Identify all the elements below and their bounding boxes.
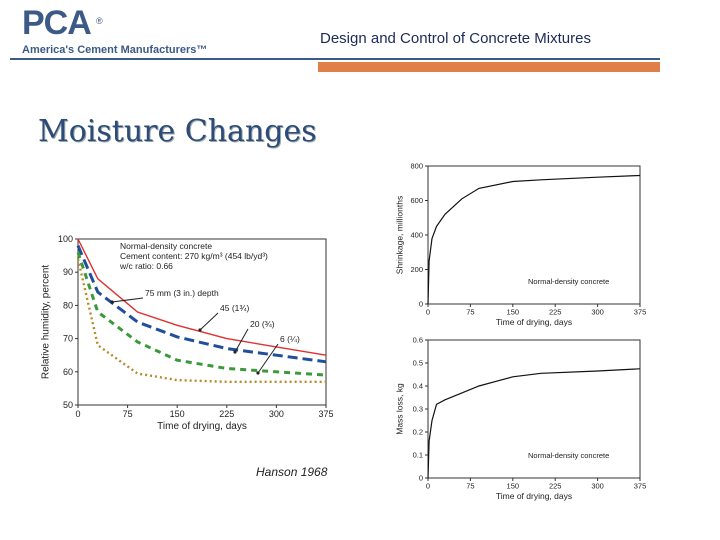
y-tick-label: 100 — [58, 234, 73, 244]
x-tick-label: 150 — [170, 409, 185, 419]
y-tick-label: 0.1 — [413, 451, 423, 460]
series-line — [427, 174, 641, 305]
header-title: Design and Control of Concrete Mixtures — [320, 30, 591, 47]
x-tick-label: 375 — [634, 482, 647, 491]
y-tick-label: 200 — [410, 265, 423, 274]
y-tick-label: 0.6 — [413, 336, 423, 345]
chart-annotation: Normal-density concrete — [528, 277, 609, 286]
x-tick-label: 300 — [591, 482, 604, 491]
chart-annotation: Normal-density concrete — [120, 241, 212, 251]
y-tick-label: 90 — [63, 267, 73, 277]
series-line — [76, 258, 326, 383]
y-tick-label: 0 — [419, 300, 423, 309]
series-leader-tip — [256, 371, 260, 375]
y-tick-label: 600 — [410, 196, 423, 205]
x-tick-label: 300 — [269, 409, 284, 419]
series-label: 45 (1¾) — [220, 303, 249, 313]
series-label: 20 (¾) — [250, 319, 275, 329]
chart-annotation: w/c ratio: 0.66 — [119, 261, 173, 271]
y-tick-label: 0.3 — [413, 405, 423, 414]
x-tick-label: 0 — [75, 409, 80, 419]
y-tick-label: 0 — [419, 474, 423, 483]
y-tick-label: 0.5 — [413, 359, 423, 368]
series-label: 6 (¼) — [280, 334, 300, 344]
y-axis-label: Mass loss, kg — [395, 383, 405, 435]
x-tick-label: 225 — [219, 409, 234, 419]
y-tick-label: 60 — [63, 367, 73, 377]
x-tick-label: 375 — [634, 308, 647, 317]
series-line — [76, 245, 327, 364]
x-axis-label: Time of drying, days — [496, 491, 572, 501]
source-caption: Hanson 1968 — [256, 465, 328, 479]
series-line — [76, 251, 327, 377]
y-tick-label: 400 — [410, 231, 423, 240]
y-tick-label: 80 — [63, 300, 73, 310]
logo-subtitle: America's Cement Manufacturers™ — [22, 44, 208, 56]
header-rule — [10, 58, 660, 60]
x-tick-label: 225 — [549, 308, 562, 317]
x-tick-label: 75 — [466, 482, 474, 491]
pca-logo: PCA ® America's Cement Manufacturers™ — [10, 4, 210, 64]
shrinkage-chart: 0 75 150 225 300 375 0 200 400 600 800 Time of dryi… — [395, 162, 647, 328]
y-tick-label: 70 — [63, 334, 73, 344]
y-tick-label: 50 — [63, 400, 73, 410]
x-tick-label: 0 — [426, 482, 430, 491]
x-tick-label: 75 — [466, 308, 474, 317]
x-tick-label: 0 — [426, 308, 430, 317]
series-label: 75 mm (3 in.) depth — [145, 288, 219, 298]
chart-annotation: Normal-density concrete — [528, 451, 609, 460]
chart-annotation: Cement content: 270 kg/m³ (454 lb/yd³) — [120, 251, 268, 261]
slide-title: Moisture Changes — [38, 114, 317, 149]
series-leader-line — [111, 297, 144, 303]
y-tick-label: 0.2 — [413, 428, 423, 437]
x-tick-label: 150 — [507, 308, 520, 317]
series-leader-tip — [198, 328, 202, 332]
x-tick-label: 75 — [123, 409, 133, 419]
plot-frame — [77, 238, 327, 406]
mass-loss-chart: 0 75 150 225 300 375 0 0.1 0.2 0.3 0.4 0.5 0.6 Time o… — [395, 336, 647, 502]
series-leader-line — [257, 343, 279, 374]
y-tick-label: 0.4 — [413, 382, 423, 391]
series-leader-line — [199, 312, 219, 331]
y-axis-label: Relative humidity, percent — [41, 265, 52, 380]
relative-humidity-chart: 0 75 150 225 300 375 50 60 70 80 90 100 Time of dryi… — [41, 234, 334, 432]
series-leader-tip — [110, 300, 114, 304]
x-axis-label: Time of drying, days — [496, 317, 572, 327]
series-leader-line — [234, 328, 249, 353]
x-tick-label: 150 — [507, 482, 520, 491]
x-tick-label: 300 — [591, 308, 604, 317]
y-axis-label: Shrinkage, millionths — [395, 196, 405, 274]
logo-registered-mark: ® — [96, 16, 103, 26]
y-tick-label: 800 — [410, 162, 423, 171]
series-line — [427, 368, 641, 479]
logo-text: PCA — [22, 4, 92, 42]
x-tick-label: 225 — [549, 482, 562, 491]
x-axis-label: Time of drying, days — [157, 421, 247, 432]
header-accent-bar — [318, 62, 660, 72]
x-tick-label: 375 — [318, 409, 333, 419]
series-leader-tip — [233, 350, 237, 354]
